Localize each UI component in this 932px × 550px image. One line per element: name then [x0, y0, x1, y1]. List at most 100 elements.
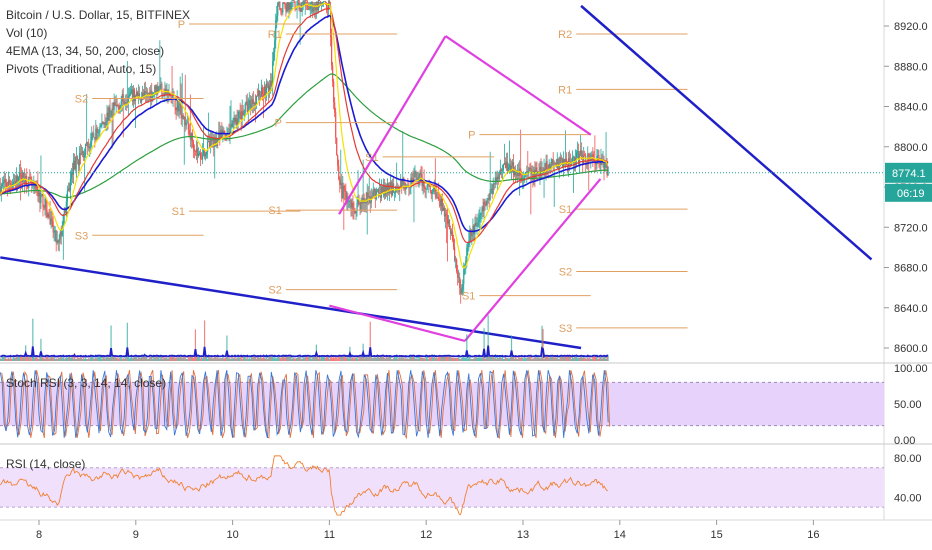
- volume-bar: [450, 357, 453, 361]
- volume-bar: [203, 320, 206, 361]
- volume-bar: [282, 355, 284, 361]
- volume-bar: [98, 355, 100, 361]
- candle-body: [437, 197, 439, 200]
- triangle-line: [338, 35, 447, 215]
- candle-body: [576, 151, 579, 153]
- candle-body: [295, 8, 297, 10]
- volume-bar: [179, 355, 181, 361]
- volume-bar: [190, 356, 192, 361]
- candle-body: [272, 61, 274, 87]
- candle-body: [5, 182, 7, 187]
- volume-bar: [525, 357, 527, 361]
- volume-bar: [139, 357, 142, 361]
- indicator-volume[interactable]: Vol (10): [6, 26, 48, 40]
- volume-bar: [137, 357, 140, 361]
- volume-bar: [218, 358, 220, 361]
- volume-bar: [159, 358, 161, 361]
- symbol-title[interactable]: Bitcoin / U.S. Dollar, 15, BITFINEX: [6, 8, 191, 22]
- volume-bar: [424, 358, 426, 361]
- candle-body: [232, 120, 234, 127]
- candle-body: [57, 240, 59, 243]
- volume-bar: [230, 358, 232, 361]
- stoch-rsi-label[interactable]: Stoch RSI (3, 3, 14, 14, close): [6, 376, 167, 390]
- volume-bar: [411, 357, 413, 361]
- volume-bar: [273, 358, 275, 361]
- candle-body: [50, 218, 52, 225]
- indicator-ema[interactable]: 4EMA (13, 34, 50, 200, close): [6, 44, 165, 58]
- volume-bar: [55, 358, 57, 361]
- candle-body: [377, 189, 379, 194]
- candle-body: [23, 172, 25, 178]
- volume-bar: [6, 358, 8, 361]
- candle-body: [319, 1, 322, 5]
- volume-bar: [211, 356, 213, 361]
- indicator-pivots[interactable]: Pivots (Traditional, Auto, 15): [6, 62, 157, 76]
- candle-body: [109, 107, 111, 116]
- candle-body: [483, 202, 485, 212]
- countdown-label: 06:19: [897, 188, 925, 200]
- candle-body: [352, 202, 354, 210]
- volume-bar: [219, 357, 221, 361]
- candle-body: [159, 84, 161, 90]
- volume-bar: [580, 356, 582, 361]
- volume-bar: [27, 355, 29, 361]
- pivot-label: S1: [462, 291, 475, 303]
- rsi-label[interactable]: RSI (14, close): [6, 457, 86, 471]
- candle-body: [214, 137, 216, 148]
- candle-body: [54, 230, 56, 232]
- volume-bar: [131, 358, 134, 361]
- volume-bar: [551, 355, 553, 361]
- candle-body: [248, 100, 250, 105]
- y-tick-label: 8680.0: [894, 263, 928, 275]
- candle-body: [58, 239, 60, 243]
- volume-bar: [466, 334, 468, 361]
- volume-bar: [600, 355, 602, 361]
- candle-body: [139, 99, 142, 103]
- candle-body: [469, 230, 471, 241]
- candle-body: [122, 94, 124, 101]
- volume-bar: [366, 355, 368, 361]
- y-tick-label: 8840.0: [894, 102, 928, 114]
- candle-body: [548, 163, 550, 171]
- volume-bar: [413, 355, 415, 361]
- candle-body: [607, 166, 609, 176]
- candle-body: [303, 0, 305, 6]
- volume-bar: [433, 355, 435, 361]
- volume-bar: [301, 358, 303, 361]
- candle-body: [360, 200, 362, 211]
- volume-bar: [164, 357, 166, 361]
- volume-bar: [22, 357, 24, 361]
- volume-bar: [279, 357, 281, 361]
- volume-bar: [296, 357, 298, 361]
- volume-bar: [254, 356, 256, 361]
- volume-bar: [288, 355, 290, 361]
- candle-body: [30, 177, 32, 180]
- volume-bar: [270, 355, 272, 361]
- candle-body: [215, 137, 217, 147]
- volume-bar: [255, 358, 258, 361]
- candle-body: [460, 287, 462, 294]
- volume-bar: [74, 358, 77, 361]
- volume-bar: [251, 357, 253, 361]
- candle-body: [354, 211, 356, 214]
- candle-body: [182, 115, 184, 119]
- volume-bar: [569, 356, 572, 361]
- volume-bar: [517, 358, 519, 361]
- volume-bar: [166, 357, 168, 361]
- volume-bar: [237, 355, 239, 361]
- volume-bar: [11, 358, 14, 361]
- volume-bar: [337, 358, 339, 361]
- candle-body: [104, 122, 106, 125]
- volume-bar: [472, 358, 474, 361]
- volume-bar: [58, 357, 60, 361]
- candle-body: [327, 0, 330, 10]
- volume-bar: [421, 357, 423, 361]
- candle-body: [357, 199, 359, 204]
- candle-body: [511, 162, 514, 166]
- volume-bar: [598, 358, 600, 361]
- candle-body: [175, 107, 177, 111]
- volume-bar: [200, 357, 203, 361]
- volume-bar: [59, 356, 61, 361]
- candle-body: [559, 157, 561, 165]
